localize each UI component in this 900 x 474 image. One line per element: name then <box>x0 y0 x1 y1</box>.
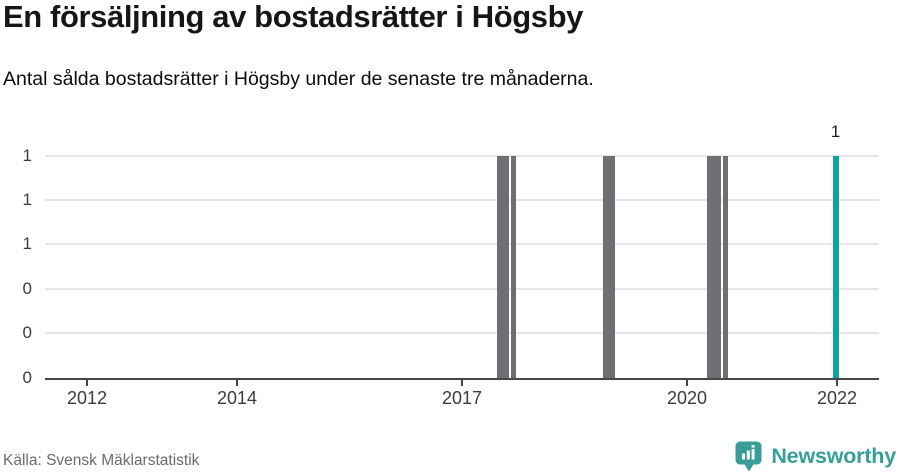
x-axis-line <box>45 377 879 380</box>
y-axis-tick-label: 0 <box>22 367 32 387</box>
bar-value-label: 1 <box>830 122 841 141</box>
bar-latest-month <box>832 155 839 378</box>
y-axis-tick-label: 1 <box>22 234 32 254</box>
y-gridline <box>45 243 879 246</box>
chart-title: En försäljning av bostadsrätter i Högsby <box>3 0 584 34</box>
y-gridline <box>45 154 879 157</box>
x-axis-tick-label: 2022 <box>816 388 858 408</box>
y-gridline <box>45 198 879 201</box>
y-axis-tick-label: 0 <box>22 323 32 343</box>
y-axis-tick-label: 0 <box>22 278 32 298</box>
y-axis-tick-label: 1 <box>22 189 32 209</box>
x-axis-tick-label: 2020 <box>666 388 708 408</box>
x-axis-tick-label: 2014 <box>216 388 258 408</box>
y-axis-tick-label: 1 <box>22 145 32 165</box>
bar-past-month <box>706 155 721 378</box>
chart-subtitle: Antal sålda bostadsrätter i Högsby under… <box>3 68 594 90</box>
x-axis-tick <box>836 380 838 386</box>
bar-past-month <box>496 155 509 378</box>
newsworthy-logo: Newsworthy <box>735 440 896 472</box>
x-axis-tick <box>86 380 88 386</box>
x-axis-tick <box>686 380 688 386</box>
y-gridline <box>45 332 879 335</box>
bar-past-month <box>723 155 729 378</box>
bar-chart-speech-bubble-icon <box>735 441 763 472</box>
x-axis-tick <box>236 380 238 386</box>
newsworthy-logo-text: Newsworthy <box>771 443 896 468</box>
y-gridline <box>45 287 879 290</box>
x-axis-tick <box>461 380 463 386</box>
x-axis-tick-label: 2012 <box>66 388 108 408</box>
bar-past-month <box>510 155 516 378</box>
source-note: Källa: Svensk Mäklarstatistik <box>3 452 200 469</box>
bar-past-month <box>603 155 615 378</box>
x-axis-tick-label: 2017 <box>441 388 483 408</box>
